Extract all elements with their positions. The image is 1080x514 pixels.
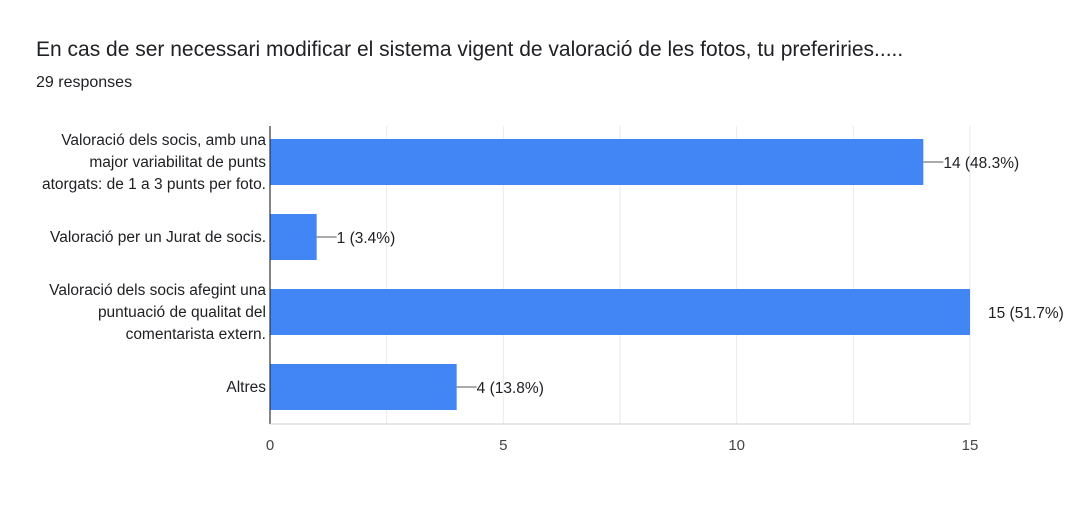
category-label: major variabilitat de punts bbox=[89, 154, 266, 171]
data-label: 4 (13.8%) bbox=[477, 380, 544, 397]
x-tick-label: 5 bbox=[499, 437, 507, 454]
category-label: comentarista extern. bbox=[126, 326, 266, 343]
bar bbox=[270, 139, 924, 185]
bar bbox=[270, 214, 317, 260]
category-label: Valoració per un Jurat de socis. bbox=[50, 229, 266, 246]
x-tick-label: 10 bbox=[728, 437, 745, 454]
category-label: Altres bbox=[226, 379, 266, 396]
bar bbox=[270, 364, 457, 410]
x-tick-label: 15 bbox=[962, 437, 979, 454]
data-label: 1 (3.4%) bbox=[337, 230, 396, 247]
chart-title: En cas de ser necessari modificar el sis… bbox=[36, 38, 904, 61]
bar bbox=[270, 289, 970, 335]
data-label: 14 (48.3%) bbox=[943, 155, 1019, 172]
category-label: Valoració dels socis, amb una bbox=[61, 132, 266, 149]
data-label: 15 (51.7%) bbox=[988, 305, 1064, 322]
category-label: Valoració dels socis afegint una bbox=[49, 282, 266, 299]
x-tick-label: 0 bbox=[266, 437, 274, 454]
response-count: 29 responses bbox=[36, 74, 133, 91]
category-label: atorgats: de 1 a 3 punts per foto. bbox=[42, 176, 266, 193]
category-label: puntuació de qualitat del bbox=[98, 304, 266, 321]
